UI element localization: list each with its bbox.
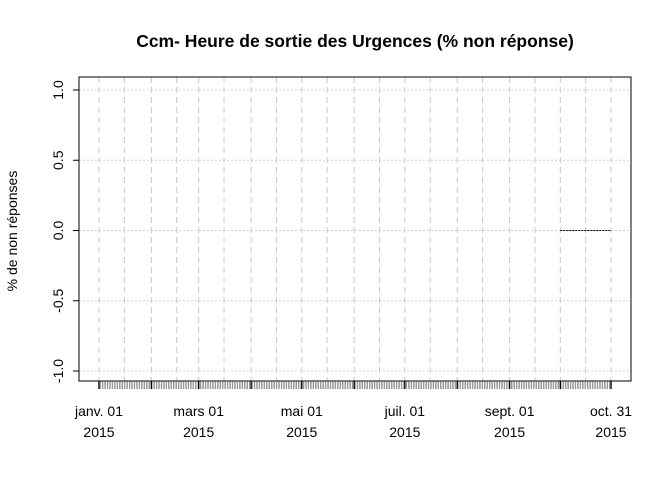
x-tick-year-label: 2015 xyxy=(389,424,420,440)
x-tick-label: sept. 01 xyxy=(485,403,535,419)
chart-title: Ccm- Heure de sortie des Urgences (% non… xyxy=(136,31,574,51)
x-tick-label: janv. 01 xyxy=(74,403,123,419)
x-tick-label: juil. 01 xyxy=(384,403,426,419)
x-tick-label: mai 01 xyxy=(281,403,323,419)
y-tick-label: 1.0 xyxy=(50,80,66,100)
x-tick-year-label: 2015 xyxy=(286,424,317,440)
x-axis: janv. 01 2015 mars 01 2015 mai 01 2015 juil. 0… xyxy=(74,380,632,440)
y-tick-label: 0.0 xyxy=(50,221,66,241)
y-tick-label: -0.5 xyxy=(50,288,66,312)
y-tick-label: -1.0 xyxy=(50,359,66,383)
x-tick-year-label: 2015 xyxy=(83,424,114,440)
grid xyxy=(79,77,631,381)
x-tick-year-label: 2015 xyxy=(494,424,525,440)
x-tick-year-label: 2015 xyxy=(595,424,626,440)
y-tick-label: 0.5 xyxy=(50,150,66,170)
plot-frame xyxy=(78,76,632,382)
x-tick-label: oct. 31 xyxy=(590,403,632,419)
x-tick-label: mars 01 xyxy=(173,403,224,419)
x-tick-year-label: 2015 xyxy=(183,424,214,440)
y-axis-label: % de non réponses xyxy=(4,171,20,292)
y-axis: -1.0 -0.5 0.0 0.5 1.0 xyxy=(50,80,80,383)
